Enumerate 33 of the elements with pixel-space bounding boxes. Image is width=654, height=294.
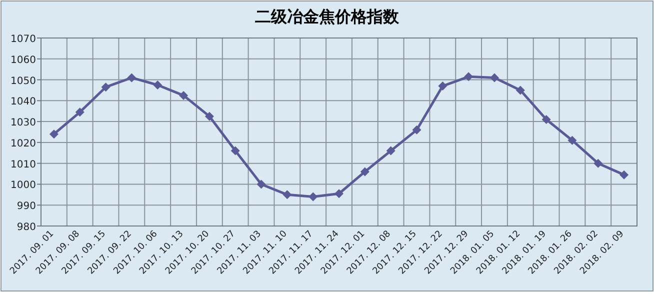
point <box>334 189 344 198</box>
y-tick-label: 1020 <box>10 138 36 150</box>
point <box>620 170 629 180</box>
point <box>179 90 188 100</box>
point <box>568 136 577 145</box>
point <box>256 180 266 189</box>
point <box>49 130 58 139</box>
chart-title: 二级冶金焦价格指数 <box>255 7 400 26</box>
point <box>542 114 551 124</box>
point <box>516 86 525 95</box>
point <box>360 167 370 176</box>
point <box>594 158 603 168</box>
point <box>230 146 240 156</box>
point <box>412 125 422 134</box>
point <box>282 190 292 200</box>
y-tick-label: 1030 <box>10 118 36 129</box>
point <box>386 146 396 156</box>
y-tick-label: 1070 <box>10 34 36 45</box>
point <box>438 82 448 91</box>
y-tick-label: 1000 <box>10 180 36 192</box>
point <box>127 73 136 82</box>
y-tick-label: 1010 <box>10 159 36 170</box>
y-tick-label: 1050 <box>10 76 36 87</box>
y-tick-label: 1040 <box>10 96 36 108</box>
point <box>101 82 110 92</box>
y-tick-label: 1060 <box>10 54 36 66</box>
point <box>490 73 499 82</box>
y-tick-label: 980 <box>16 222 36 233</box>
point <box>308 192 318 202</box>
point <box>204 112 214 121</box>
point <box>75 108 84 117</box>
y-tick-label: 990 <box>16 201 36 212</box>
point <box>153 80 162 90</box>
